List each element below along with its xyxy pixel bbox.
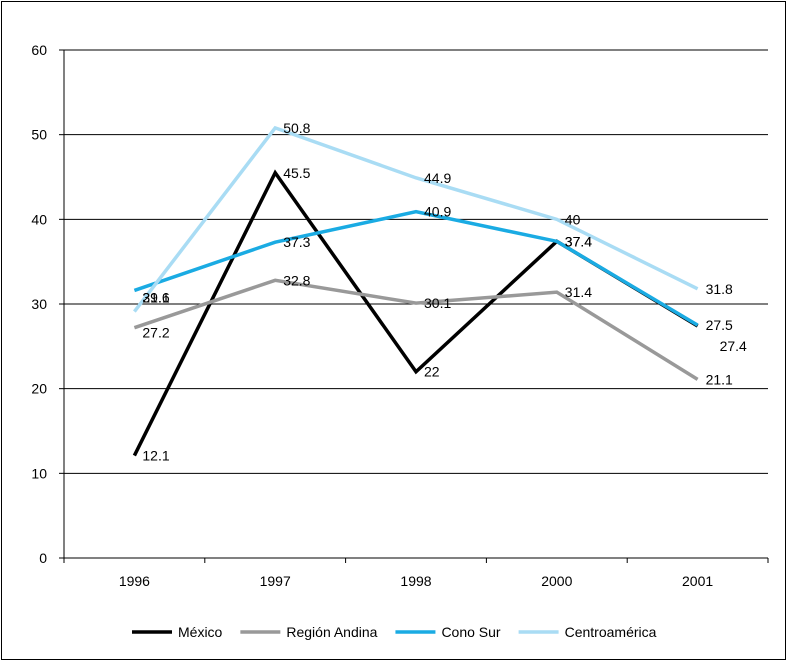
- legend: México Región Andina Cono Sur Centroamérica: [132, 624, 657, 640]
- y-tick-label: 50: [31, 127, 47, 143]
- y-tick-label: 20: [31, 381, 47, 397]
- x-tick-label: 1998: [400, 573, 431, 589]
- y-tick-label: 60: [31, 42, 47, 58]
- data-label: 37.4: [565, 233, 592, 249]
- data-label: 27.2: [142, 325, 169, 341]
- legend-label: Cono Sur: [441, 624, 500, 640]
- data-label: 27.5: [706, 317, 733, 333]
- x-tick-label: 2000: [541, 573, 572, 589]
- data-label: 45.5: [283, 165, 310, 181]
- legend-label: Centroamérica: [565, 624, 657, 640]
- data-label: 40: [565, 211, 581, 227]
- data-labels: 12.1 45.5 22 37.4 27.4 27.2 32.8 30.1 31.4 21.1 31…: [142, 120, 747, 464]
- data-label: 12.1: [142, 448, 169, 464]
- x-axis-tick-labels: 1996 1997 1998 2000 2001: [119, 573, 714, 589]
- series-line-1: [133, 278, 699, 381]
- gridlines: [64, 49, 768, 474]
- series-lines: [132, 125, 699, 457]
- x-tick-label: 1997: [260, 573, 291, 589]
- data-label: 37.3: [283, 234, 310, 250]
- data-label: 44.9: [424, 170, 451, 186]
- series-line-0: [132, 169, 699, 457]
- x-tick-label: 1996: [119, 573, 150, 589]
- legend-label: Región Andina: [286, 624, 377, 640]
- axes: [59, 49, 769, 563]
- series-line-3: [133, 125, 699, 313]
- data-label: 31.6: [142, 289, 169, 305]
- data-label: 27.4: [720, 338, 747, 354]
- y-tick-label: 10: [31, 465, 47, 481]
- data-label: 50.8: [283, 120, 310, 136]
- data-label: 31.8: [706, 281, 733, 297]
- data-label: 30.1: [424, 295, 451, 311]
- data-label: 32.8: [283, 272, 310, 288]
- series-line-2: [133, 209, 699, 327]
- y-tick-label: 40: [31, 211, 47, 227]
- y-axis-tick-labels: 0 10 20 30 40 50 60: [31, 42, 47, 566]
- y-tick-label: 0: [39, 550, 47, 566]
- data-label: 40.9: [424, 204, 451, 220]
- y-tick-label: 30: [31, 296, 47, 312]
- x-tick-label: 2001: [682, 573, 713, 589]
- data-label: 22: [424, 364, 440, 380]
- data-label: 31.4: [565, 284, 592, 300]
- legend-label: México: [178, 624, 223, 640]
- data-label: 21.1: [706, 371, 733, 387]
- data-label: 37.4: [565, 233, 592, 249]
- data-label: 29.1: [142, 290, 169, 306]
